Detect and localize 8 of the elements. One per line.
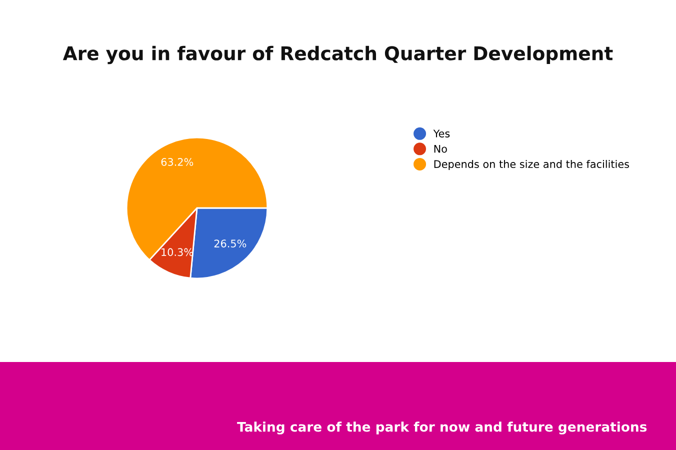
chart-title: Are you in favour of Redcatch Quarter Development bbox=[62, 46, 613, 64]
data-label: 63.2% bbox=[161, 158, 194, 166]
legend-label: No bbox=[434, 144, 447, 153]
text: Taking care of the park for now and future generations bbox=[237, 422, 647, 434]
legend-label: Depends on the size and the facilities bbox=[434, 160, 630, 170]
data-label: 10.3% bbox=[162, 248, 193, 256]
data-label: 26.5% bbox=[214, 240, 246, 248]
legend-label: Yes bbox=[433, 130, 450, 138]
